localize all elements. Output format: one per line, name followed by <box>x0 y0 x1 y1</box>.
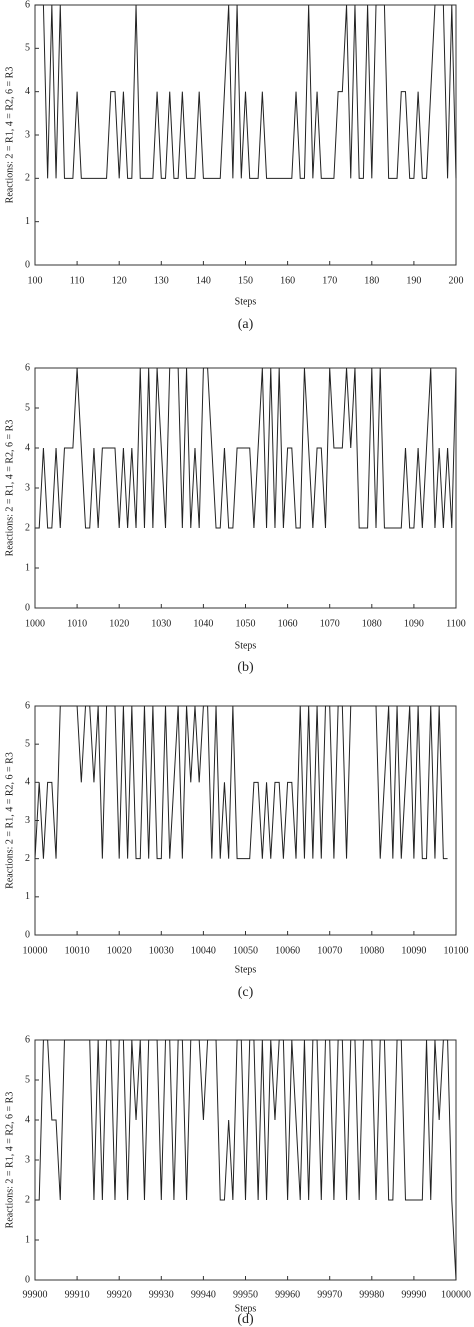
y-axis-label: Reactions: 2 = R1, 4 = R2, 6 = R3 <box>4 67 15 204</box>
x-tick-label: 100 <box>28 275 43 286</box>
y-tick-label: 6 <box>25 1034 30 1045</box>
data-line <box>34 705 448 860</box>
y-axis-label: Reactions: 2 = R1, 4 = R2, 6 = R3 <box>4 752 15 889</box>
y-tick-label: 1 <box>25 216 30 227</box>
x-tick-label: 99950 <box>233 1289 258 1300</box>
x-tick-label: 10010 <box>65 945 90 956</box>
y-tick-label: 2 <box>25 1194 30 1205</box>
x-tick-label: 1000 <box>25 618 45 629</box>
x-axis-label: Steps <box>235 1303 257 1314</box>
x-axis-label: Steps <box>235 640 257 651</box>
plot-frame <box>34 4 457 266</box>
x-tick-label: 1100 <box>446 618 466 629</box>
plot-frame <box>34 705 457 936</box>
x-tick-label: 99920 <box>107 1289 132 1300</box>
x-tick-label: 10060 <box>275 945 300 956</box>
x-tick-label: 1050 <box>236 618 256 629</box>
y-tick-label: 4 <box>25 777 30 788</box>
x-tick-label: 10030 <box>149 945 174 956</box>
x-tick-label: 99930 <box>149 1289 174 1300</box>
y-tick-label: 6 <box>25 0 30 10</box>
x-tick-label: 140 <box>196 275 211 286</box>
y-tick-label: 0 <box>25 929 30 940</box>
y-tick-label: 2 <box>25 853 30 864</box>
panel-caption: (a) <box>238 317 254 332</box>
x-tick-label: 10020 <box>107 945 132 956</box>
panel-caption: (c) <box>238 985 254 1000</box>
x-tick-label: 190 <box>406 275 421 286</box>
y-tick-label: 0 <box>25 1274 30 1285</box>
x-tick-label: 200 <box>449 275 464 286</box>
panel-caption: (d) <box>237 1312 254 1327</box>
data-line <box>35 1039 457 1281</box>
x-axis-label: Steps <box>235 296 257 307</box>
x-tick-label: 99960 <box>275 1289 300 1300</box>
x-tick-label: 1080 <box>362 618 382 629</box>
y-tick-label: 0 <box>25 259 30 270</box>
x-tick-label: 99980 <box>359 1289 384 1300</box>
y-tick-label: 5 <box>25 402 30 413</box>
x-tick-label: 150 <box>238 275 253 286</box>
y-tick-label: 3 <box>25 129 30 140</box>
data-line <box>35 367 457 529</box>
y-tick-label: 3 <box>25 482 30 493</box>
y-tick-label: 3 <box>25 815 30 826</box>
x-tick-label: 160 <box>280 275 295 286</box>
x-tick-label: 100000 <box>441 1289 471 1300</box>
plot-frame <box>34 1039 457 1281</box>
plot-frame <box>34 367 457 609</box>
x-tick-label: 99910 <box>65 1289 90 1300</box>
x-tick-label: 10090 <box>401 945 426 956</box>
y-tick-label: 4 <box>25 1114 30 1125</box>
y-tick-label: 6 <box>25 700 30 711</box>
x-tick-label: 10100 <box>444 945 469 956</box>
x-tick-label: 1040 <box>193 618 213 629</box>
y-tick-label: 1 <box>25 891 30 902</box>
x-tick-label: 170 <box>322 275 337 286</box>
y-tick-label: 5 <box>25 738 30 749</box>
y-tick-label: 3 <box>25 1154 30 1165</box>
x-tick-label: 1090 <box>404 618 424 629</box>
x-tick-label: 99940 <box>191 1289 216 1300</box>
y-tick-label: 5 <box>25 1074 30 1085</box>
x-tick-label: 130 <box>154 275 169 286</box>
y-axis-label: Reactions: 2 = R1, 4 = R2, 6 = R3 <box>4 420 15 557</box>
x-tick-label: 10000 <box>23 945 48 956</box>
y-tick-label: 6 <box>25 362 30 373</box>
x-tick-label: 1030 <box>151 618 171 629</box>
y-tick-label: 0 <box>25 602 30 613</box>
x-tick-label: 110 <box>70 275 85 286</box>
x-tick-label: 180 <box>364 275 379 286</box>
data-line <box>35 4 457 179</box>
panel-caption: (b) <box>237 660 254 675</box>
y-tick-label: 1 <box>25 1234 30 1245</box>
y-tick-label: 5 <box>25 43 30 54</box>
x-axis-label: Steps <box>235 964 257 975</box>
x-tick-label: 1010 <box>67 618 87 629</box>
x-tick-label: 10070 <box>317 945 342 956</box>
y-tick-label: 4 <box>25 86 30 97</box>
x-tick-label: 120 <box>112 275 127 286</box>
x-tick-label: 1060 <box>278 618 298 629</box>
y-tick-label: 2 <box>25 522 30 533</box>
y-tick-label: 4 <box>25 442 30 453</box>
x-tick-label: 99970 <box>317 1289 342 1300</box>
x-tick-label: 10050 <box>233 945 258 956</box>
x-tick-label: 10040 <box>191 945 216 956</box>
y-tick-label: 1 <box>25 562 30 573</box>
x-tick-label: 99990 <box>401 1289 426 1300</box>
x-tick-label: 99900 <box>23 1289 48 1300</box>
y-axis-label: Reactions: 2 = R1, 4 = R2, 6 = R3 <box>4 1092 15 1229</box>
x-tick-label: 10080 <box>359 945 384 956</box>
x-tick-label: 1070 <box>320 618 340 629</box>
x-tick-label: 1020 <box>109 618 129 629</box>
y-tick-label: 2 <box>25 173 30 184</box>
